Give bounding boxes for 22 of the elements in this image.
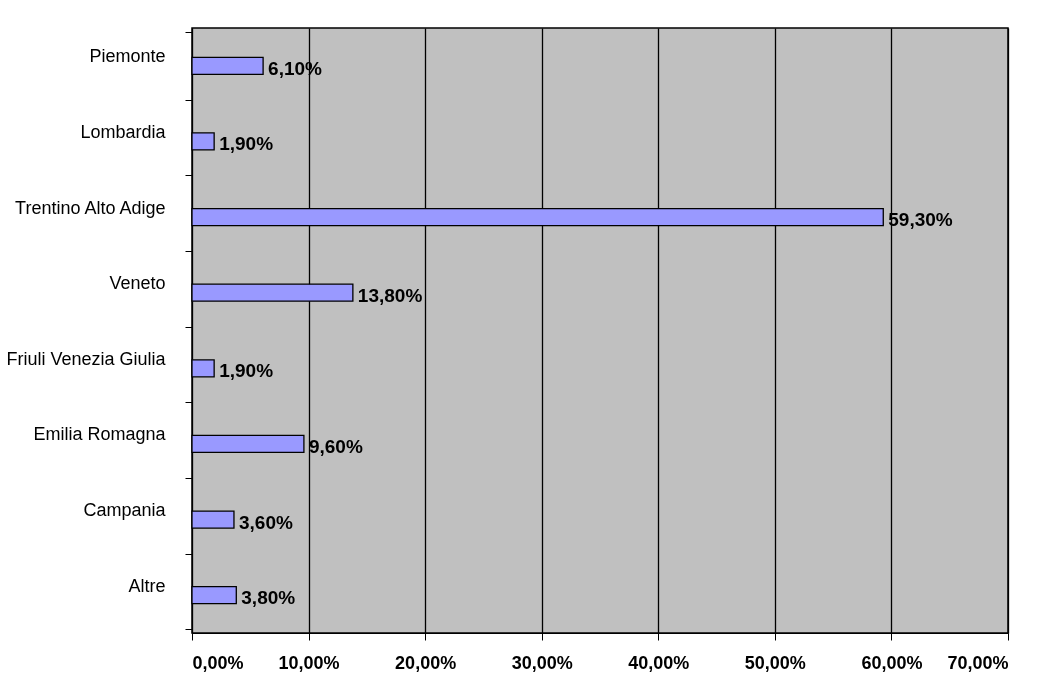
- y-tick-label: Campania: [83, 500, 167, 521]
- x-tick-label: 30,00%: [511, 652, 573, 673]
- x-tick-label: 0,00%: [192, 652, 244, 673]
- y-tick-label: Trentino Alto Adige: [15, 197, 166, 218]
- data-label: 1,90%: [219, 133, 274, 155]
- x-tick-label: 70,00%: [947, 652, 1009, 673]
- data-label: 13,80%: [357, 284, 423, 306]
- data-label: 9,60%: [308, 435, 363, 457]
- y-tick-label: Veneto: [109, 273, 166, 294]
- y-tick-label: Lombardia: [80, 121, 167, 142]
- data-label: 3,80%: [241, 587, 296, 609]
- data-label: 3,60%: [238, 511, 293, 533]
- y-tick-label: Friuli Venezia Giulia: [6, 348, 167, 369]
- y-tick-label: Altre: [128, 575, 166, 596]
- y-tick-label: Emilia Romagna: [33, 424, 167, 445]
- data-label: 1,90%: [219, 360, 274, 382]
- y-tick-label: Piemonte: [89, 46, 166, 67]
- x-tick-label: 10,00%: [278, 652, 340, 673]
- x-tick-label: 50,00%: [744, 652, 806, 673]
- x-tick-label: 60,00%: [861, 652, 923, 673]
- x-tick-label: 40,00%: [628, 652, 690, 673]
- x-tick-label: 20,00%: [395, 652, 457, 673]
